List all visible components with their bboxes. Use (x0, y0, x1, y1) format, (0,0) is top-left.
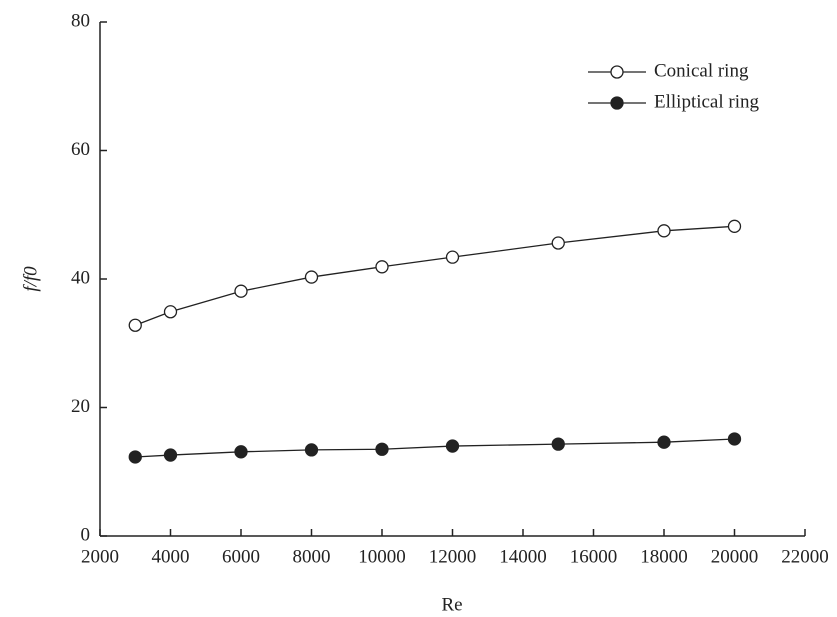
data-point (304, 270, 319, 284)
x-tick-label: 12000 (429, 546, 477, 567)
legend-marker (610, 65, 624, 79)
data-point (234, 284, 248, 298)
y-tick-label: 60 (71, 139, 90, 160)
y-tick-label: 0 (81, 524, 91, 545)
y-tick-label: 20 (71, 396, 90, 417)
x-tick-label: 20000 (711, 546, 759, 567)
x-tick-label: 10000 (358, 546, 406, 567)
data-point (163, 305, 178, 319)
x-tick-label: 4000 (152, 546, 190, 567)
legend-label: Elliptical ring (654, 91, 760, 112)
data-point (375, 260, 389, 274)
data-point (304, 443, 319, 457)
x-tick-label: 8000 (293, 546, 331, 567)
data-point (551, 236, 565, 250)
legend-marker (610, 96, 624, 110)
data-point (657, 224, 671, 238)
x-tick-label: 6000 (222, 546, 260, 567)
data-point (128, 318, 142, 332)
legend-label: Conical ring (654, 60, 749, 81)
data-point (234, 445, 248, 459)
data-point (551, 437, 565, 451)
x-tick-label: 22000 (781, 546, 829, 567)
data-point (727, 219, 742, 233)
data-point (657, 435, 671, 449)
data-point (445, 439, 460, 453)
data-point (445, 250, 460, 264)
data-point (163, 448, 178, 462)
x-tick-label: 2000 (81, 546, 119, 567)
data-point (375, 442, 389, 456)
y-axis-label: f/f0 (20, 266, 41, 292)
data-point (128, 450, 142, 464)
data-point (727, 432, 742, 446)
y-tick-label: 80 (71, 10, 90, 31)
x-tick-label: 16000 (570, 546, 618, 567)
x-tick-label: 14000 (499, 546, 547, 567)
x-tick-label: 18000 (640, 546, 688, 567)
series-line (135, 225, 735, 326)
x-axis-label: Re (441, 594, 462, 615)
y-tick-label: 40 (71, 267, 90, 288)
series-line (135, 438, 735, 458)
